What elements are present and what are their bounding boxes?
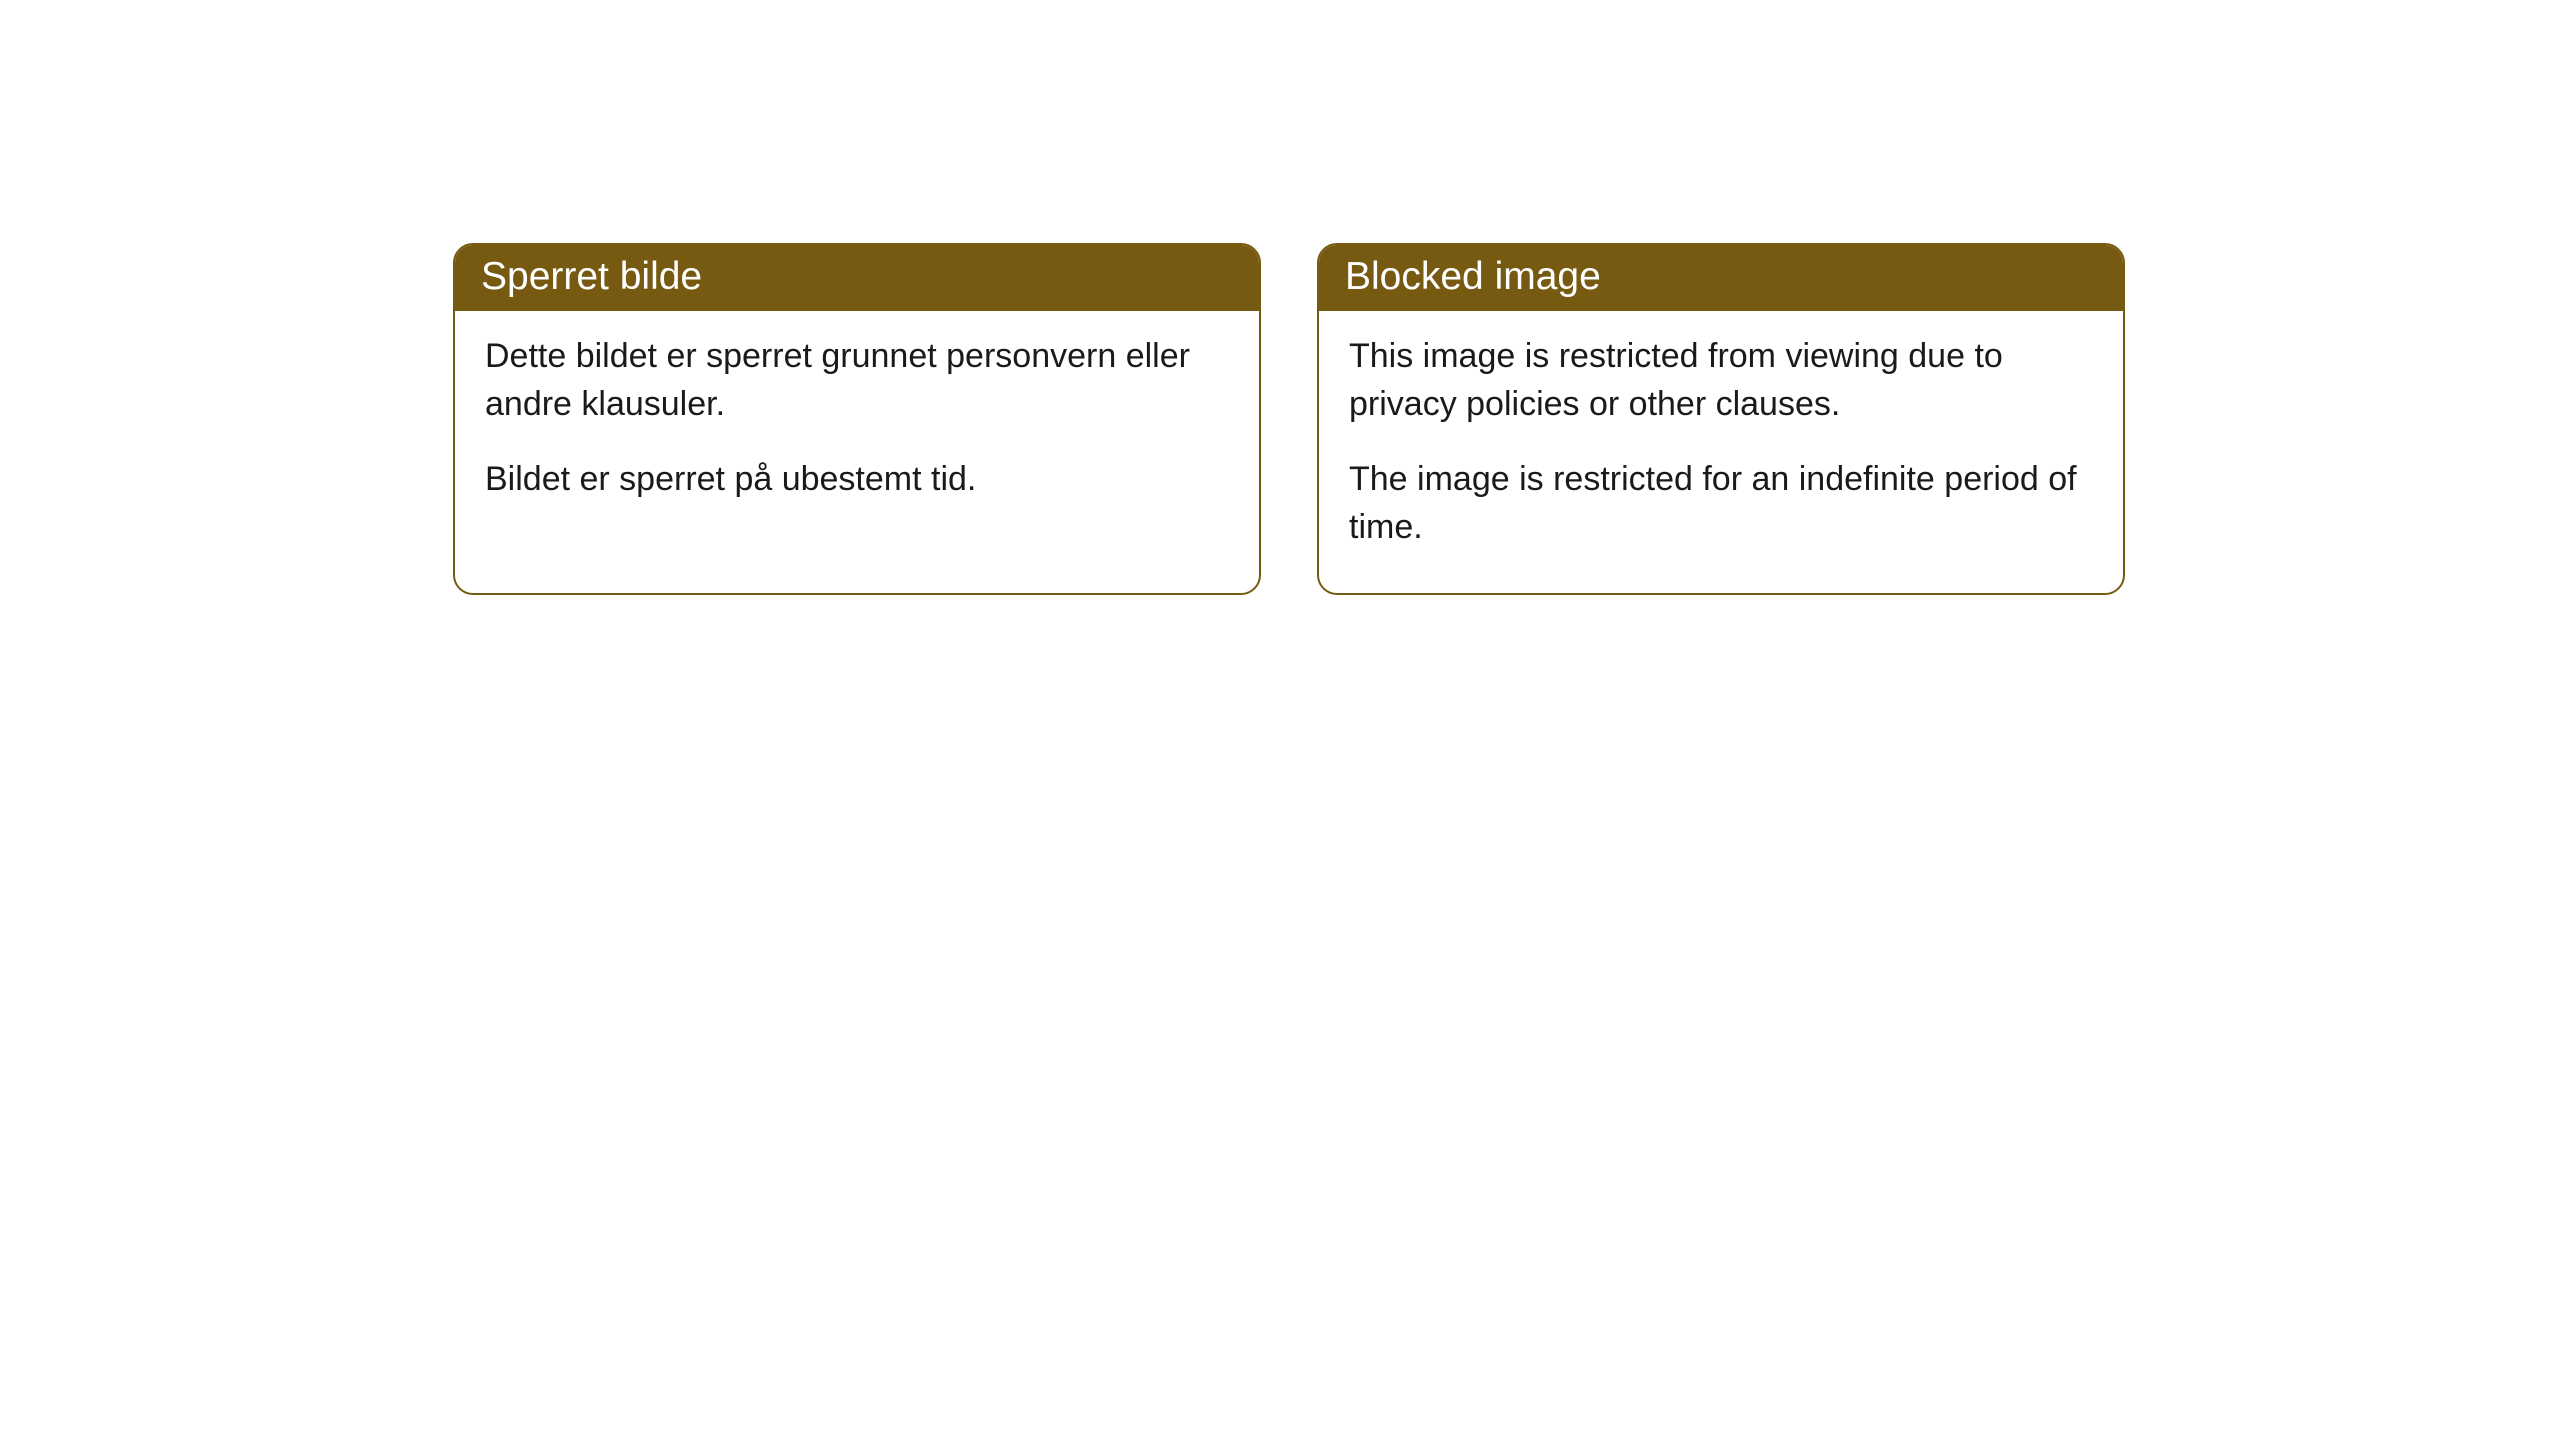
card-header: Sperret bilde <box>455 245 1259 311</box>
blocked-image-card-english: Blocked image This image is restricted f… <box>1317 243 2125 595</box>
card-body-p1: Dette bildet er sperret grunnet personve… <box>485 333 1229 428</box>
card-body: Dette bildet er sperret grunnet personve… <box>455 311 1259 546</box>
card-header: Blocked image <box>1319 245 2123 311</box>
card-body-p2: Bildet er sperret på ubestemt tid. <box>485 456 1229 504</box>
card-body-p2: The image is restricted for an indefinit… <box>1349 456 2093 551</box>
card-body-p1: This image is restricted from viewing du… <box>1349 333 2093 428</box>
notice-cards-container: Sperret bilde Dette bildet er sperret gr… <box>0 0 2560 595</box>
card-body: This image is restricted from viewing du… <box>1319 311 2123 593</box>
blocked-image-card-norwegian: Sperret bilde Dette bildet er sperret gr… <box>453 243 1261 595</box>
